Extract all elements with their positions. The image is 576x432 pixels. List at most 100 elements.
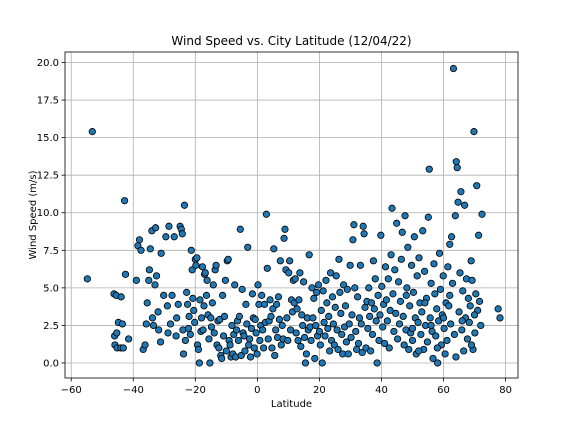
data-point <box>185 312 193 321</box>
data-point <box>222 347 230 355</box>
data-point <box>434 359 442 367</box>
data-point <box>208 299 216 307</box>
data-point <box>151 281 159 289</box>
data-point <box>236 225 244 233</box>
data-point <box>468 276 476 284</box>
data-point <box>408 324 417 333</box>
data-point <box>357 320 365 328</box>
data-point <box>212 261 220 269</box>
data-point <box>315 327 324 336</box>
data-point <box>271 351 279 360</box>
data-point <box>259 326 267 334</box>
data-point <box>475 297 484 305</box>
data-point <box>440 324 448 333</box>
data-point <box>391 266 399 274</box>
data-point <box>430 260 438 268</box>
data-point <box>272 326 280 334</box>
data-point <box>319 287 327 295</box>
data-point <box>323 299 331 307</box>
data-point <box>358 348 366 357</box>
data-point <box>156 338 165 346</box>
data-point <box>373 359 381 367</box>
y-tick-label: 17.5 <box>37 96 59 107</box>
data-point <box>165 222 173 230</box>
data-point <box>207 323 216 331</box>
data-point <box>202 291 211 299</box>
data-point <box>314 281 323 289</box>
data-point <box>403 284 411 292</box>
data-point <box>439 314 448 322</box>
data-point <box>275 315 283 324</box>
data-point <box>370 305 378 313</box>
data-point <box>456 269 464 277</box>
data-point <box>341 302 350 310</box>
x-tick-label: 20 <box>313 385 326 396</box>
data-point <box>125 335 133 343</box>
data-point <box>164 329 172 337</box>
data-point <box>465 318 473 327</box>
data-point <box>117 293 125 301</box>
data-point <box>426 314 434 322</box>
data-point <box>260 300 269 308</box>
data-point <box>405 345 413 354</box>
y-tick-label: 7.5 <box>43 246 59 257</box>
data-point <box>326 269 335 277</box>
y-tick-label: 2.5 <box>43 321 59 332</box>
x-axis-label: Latitude <box>271 399 312 410</box>
data-point <box>83 275 91 283</box>
data-point <box>467 341 476 349</box>
data-point <box>285 269 293 277</box>
data-point <box>273 300 281 308</box>
data-point <box>342 338 351 346</box>
data-point <box>209 281 217 289</box>
data-point <box>399 312 407 321</box>
data-point <box>471 329 479 337</box>
data-point <box>201 269 209 277</box>
data-point <box>195 359 203 367</box>
data-point <box>179 350 188 358</box>
data-point <box>350 221 358 229</box>
data-point <box>228 321 236 330</box>
data-point <box>449 64 458 73</box>
data-point <box>250 344 258 352</box>
data-point <box>330 341 338 349</box>
data-point <box>299 278 308 286</box>
data-point <box>446 291 454 299</box>
data-point <box>425 165 433 173</box>
data-point <box>329 320 337 328</box>
data-point <box>313 288 321 296</box>
data-point <box>307 336 315 345</box>
data-point <box>451 212 459 220</box>
data-point <box>417 330 425 339</box>
data-point <box>163 302 171 310</box>
data-point <box>369 257 378 265</box>
data-point <box>366 312 374 321</box>
data-point <box>174 300 182 308</box>
data-point <box>276 257 284 265</box>
data-point <box>132 276 140 284</box>
data-point <box>351 284 359 292</box>
data-point <box>120 197 129 205</box>
data-point <box>322 276 330 284</box>
data-point <box>352 327 360 336</box>
data-point <box>219 291 227 299</box>
data-point <box>345 320 353 328</box>
data-point <box>452 158 460 166</box>
data-point <box>292 329 300 337</box>
data-point <box>325 312 333 321</box>
data-point <box>199 326 207 334</box>
data-point <box>88 128 96 136</box>
data-point <box>247 324 256 333</box>
data-point <box>436 285 445 293</box>
data-point <box>254 281 262 289</box>
data-point <box>189 294 197 302</box>
x-tick-label: 60 <box>437 385 450 396</box>
data-point <box>162 233 170 241</box>
data-point <box>473 182 481 190</box>
data-point <box>143 299 151 307</box>
data-point <box>220 312 229 321</box>
data-point <box>242 300 250 308</box>
data-point <box>377 231 385 239</box>
data-point <box>453 164 461 172</box>
data-point <box>450 330 458 339</box>
